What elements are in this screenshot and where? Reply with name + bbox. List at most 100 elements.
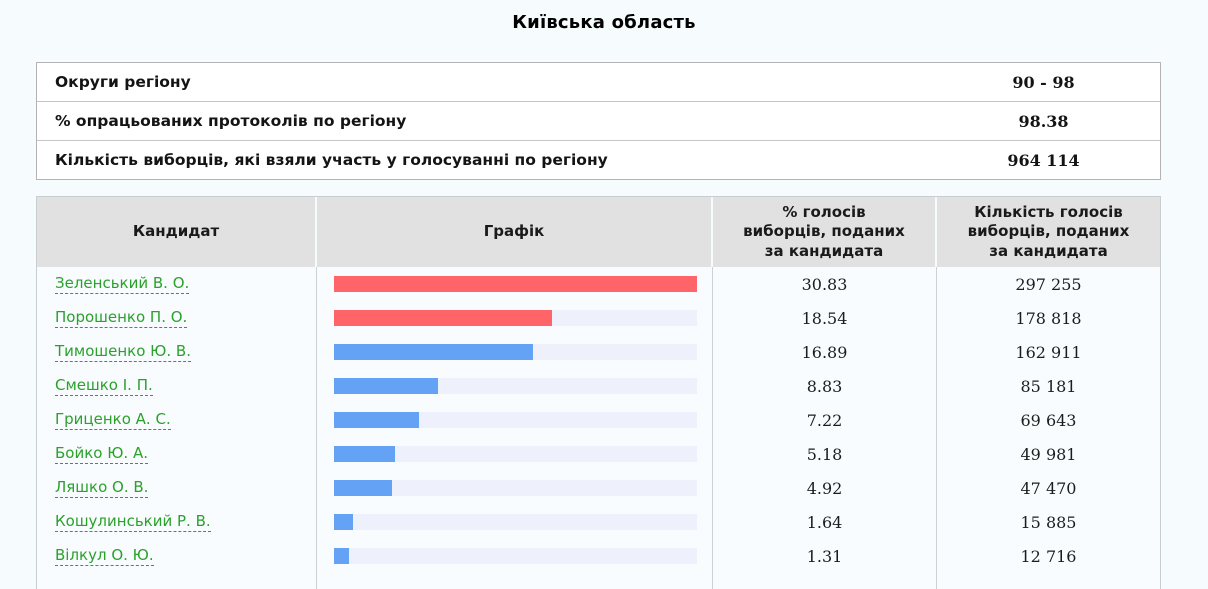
percent-value: 1.31 bbox=[806, 546, 843, 566]
bar-track bbox=[334, 548, 697, 564]
chart-cell bbox=[317, 437, 713, 471]
summary-value: 964 114 bbox=[1007, 150, 1080, 170]
chart-cell bbox=[317, 301, 713, 335]
votes-cell: 49 981 bbox=[937, 437, 1160, 471]
summary-row-voters: Кількість виборців, які взяли участь у г… bbox=[37, 141, 1160, 179]
candidate-cell: Кошулинський Р. В. bbox=[37, 505, 317, 539]
candidate-cell: Тимошенко Ю. В. bbox=[37, 335, 317, 369]
table-row: Гриценко А. С. 7.22 69 643 bbox=[37, 403, 1160, 437]
bar-fill bbox=[334, 276, 697, 292]
percent-value: 30.83 bbox=[801, 274, 848, 294]
bar-track bbox=[334, 310, 697, 326]
summary-row-protocols: % опрацьованих протоколів по регіону 98.… bbox=[37, 102, 1160, 141]
candidate-cell: Бойко Ю. А. bbox=[37, 437, 317, 471]
chart-cell bbox=[317, 505, 713, 539]
chart-cell bbox=[317, 267, 713, 301]
chart-cell bbox=[317, 539, 713, 573]
bar-fill bbox=[334, 446, 395, 462]
votes-cell: 15 885 bbox=[937, 505, 1160, 539]
bar-track bbox=[334, 514, 697, 530]
table-row: Бойко Ю. А. 5.18 49 981 bbox=[37, 437, 1160, 471]
votes-cell: 162 911 bbox=[937, 335, 1160, 369]
chart-cell bbox=[317, 335, 713, 369]
summary-label: % опрацьованих протоколів по регіону bbox=[55, 112, 407, 130]
candidate-cell: Ляшко О. В. bbox=[37, 471, 317, 505]
candidate-cell: Гриценко А. С. bbox=[37, 403, 317, 437]
percent-cell: 5.18 bbox=[713, 437, 937, 471]
chart-cell bbox=[317, 471, 713, 505]
percent-value: 16.89 bbox=[801, 342, 848, 362]
summary-label: Кількість виборців, які взяли участь у г… bbox=[55, 151, 608, 169]
column-header-candidate: Кандидат bbox=[37, 197, 317, 267]
votes-cell: 178 818 bbox=[937, 301, 1160, 335]
table-row: Порошенко П. О. 18.54 178 818 bbox=[37, 301, 1160, 335]
votes-cell: 69 643 bbox=[937, 403, 1160, 437]
chart-cell bbox=[317, 403, 713, 437]
percent-cell: 30.83 bbox=[713, 267, 937, 301]
table-row-cutoff bbox=[37, 573, 1160, 589]
percent-cell: 7.22 bbox=[713, 403, 937, 437]
votes-value: 162 911 bbox=[1015, 342, 1082, 362]
votes-value: 178 818 bbox=[1015, 308, 1082, 328]
column-header-votes: Кількість голосів виборців, поданих за к… bbox=[937, 197, 1160, 267]
candidate-link[interactable]: Тимошенко Ю. В. bbox=[55, 342, 191, 362]
percent-value: 7.22 bbox=[806, 410, 843, 430]
percent-cell: 18.54 bbox=[713, 301, 937, 335]
candidate-link[interactable]: Вілкул О. Ю. bbox=[55, 546, 154, 566]
table-row: Кошулинський Р. В. 1.64 15 885 bbox=[37, 505, 1160, 539]
candidate-cell: Порошенко П. О. bbox=[37, 301, 317, 335]
results-table-body: Зеленський В. О. 30.83 297 255 Порошенко… bbox=[37, 267, 1160, 589]
percent-value: 5.18 bbox=[806, 444, 843, 464]
votes-cell: 85 181 bbox=[937, 369, 1160, 403]
percent-cell: 4.92 bbox=[713, 471, 937, 505]
column-header-percent: % голосів виборців, поданих за кандидата bbox=[713, 197, 937, 267]
candidate-link[interactable]: Зеленський В. О. bbox=[55, 274, 190, 294]
votes-cell: 12 716 bbox=[937, 539, 1160, 573]
bar-track bbox=[334, 344, 697, 360]
page-title: Київська область bbox=[512, 12, 696, 33]
table-row: Тимошенко Ю. В. 16.89 162 911 bbox=[37, 335, 1160, 369]
bar-fill bbox=[334, 514, 354, 530]
chart-cell bbox=[317, 369, 713, 403]
bar-track bbox=[334, 446, 697, 462]
percent-cell: 8.83 bbox=[713, 369, 937, 403]
bar-fill bbox=[334, 378, 438, 394]
candidate-cell: Вілкул О. Ю. bbox=[37, 539, 317, 573]
candidate-link[interactable]: Порошенко П. О. bbox=[55, 308, 188, 328]
summary-row-districts: Округи регіону 90 - 98 bbox=[37, 63, 1160, 102]
votes-cell: 47 470 bbox=[937, 471, 1160, 505]
percent-cell: 16.89 bbox=[713, 335, 937, 369]
candidate-cell: Смешко І. П. bbox=[37, 369, 317, 403]
candidate-link[interactable]: Бойко Ю. А. bbox=[55, 444, 148, 464]
region-summary-table: Округи регіону 90 - 98 % опрацьованих пр… bbox=[36, 62, 1161, 180]
bar-fill bbox=[334, 310, 553, 326]
votes-cell: 297 255 bbox=[937, 267, 1160, 301]
bar-fill bbox=[334, 412, 419, 428]
votes-value: 15 885 bbox=[1020, 512, 1077, 532]
votes-value: 49 981 bbox=[1020, 444, 1077, 464]
table-row: Ляшко О. В. 4.92 47 470 bbox=[37, 471, 1160, 505]
votes-value: 69 643 bbox=[1020, 410, 1077, 430]
table-row: Смешко І. П. 8.83 85 181 bbox=[37, 369, 1160, 403]
votes-value: 85 181 bbox=[1020, 376, 1077, 396]
summary-value: 90 - 98 bbox=[1012, 72, 1075, 92]
candidate-link[interactable]: Ляшко О. В. bbox=[55, 478, 149, 498]
percent-value: 4.92 bbox=[806, 478, 843, 498]
bar-track bbox=[334, 412, 697, 428]
candidate-link[interactable]: Смешко І. П. bbox=[55, 376, 153, 396]
percent-cell: 1.64 bbox=[713, 505, 937, 539]
candidates-results-table: Кандидат Графік % голосів виборців, пода… bbox=[36, 196, 1161, 589]
candidate-link[interactable]: Гриценко А. С. bbox=[55, 410, 171, 430]
percent-cell: 1.31 bbox=[713, 539, 937, 573]
candidate-link[interactable]: Кошулинський Р. В. bbox=[55, 512, 211, 532]
votes-value: 12 716 bbox=[1020, 546, 1077, 566]
votes-value: 47 470 bbox=[1020, 478, 1077, 498]
bar-fill bbox=[334, 344, 533, 360]
percent-value: 8.83 bbox=[806, 376, 843, 396]
percent-value: 18.54 bbox=[801, 308, 848, 328]
candidate-cell: Зеленський В. О. bbox=[37, 267, 317, 301]
bar-fill bbox=[334, 548, 350, 564]
bar-track bbox=[334, 480, 697, 496]
summary-value: 98.38 bbox=[1018, 111, 1069, 131]
